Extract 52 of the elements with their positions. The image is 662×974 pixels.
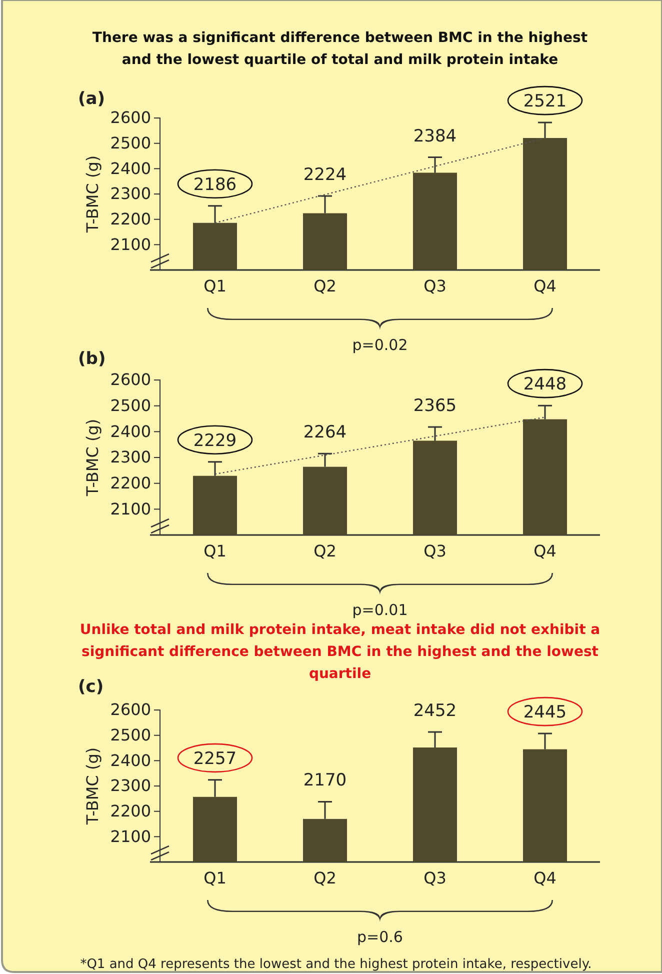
- y-tick-label: 2200: [110, 473, 151, 492]
- x-tick-label: Q2: [314, 541, 336, 560]
- data-label: 2365: [413, 396, 457, 416]
- y-tick-label: 2400: [110, 422, 151, 441]
- x-tick-label: Q3: [424, 868, 446, 888]
- data-label: 2445: [523, 702, 567, 723]
- y-tick-label: 2200: [110, 801, 151, 820]
- data-label: 2229: [193, 430, 237, 451]
- y-tick-label: 2600: [110, 108, 151, 128]
- y-tick-label: 2400: [110, 750, 151, 770]
- text: p=0.01: [352, 601, 408, 619]
- text: p=0.02: [352, 336, 408, 354]
- y-tick-label: 2600: [110, 700, 151, 720]
- y-tick-label: 2300: [110, 448, 151, 467]
- data-label: 2384: [413, 126, 457, 146]
- y-tick-label: 2500: [110, 396, 151, 415]
- x-tick-label: Q1: [204, 541, 226, 560]
- x-tick-label: Q1: [204, 868, 226, 888]
- text: *Q1 and Q4 represents the lowest and the highest protein intake, respectively.: [80, 957, 592, 972]
- y-tick-label: 2300: [110, 184, 151, 204]
- data-label: 2452: [413, 701, 457, 722]
- data-label: 2521: [523, 92, 567, 112]
- text: p=0.6: [357, 928, 403, 946]
- y-axis-title: T-BMC (g): [83, 155, 102, 234]
- y-tick-label: 2500: [110, 725, 151, 744]
- y-tick-label: 2500: [110, 133, 151, 152]
- data-label: 2264: [303, 422, 347, 443]
- x-tick-label: Q2: [314, 276, 336, 296]
- y-tick-label: 2200: [110, 209, 151, 228]
- x-tick-label: Q3: [424, 276, 446, 296]
- y-tick-label: 2300: [110, 776, 151, 796]
- data-label: 2186: [193, 174, 237, 195]
- y-tick-label: 2100: [110, 499, 151, 518]
- y-tick-label: 2400: [110, 158, 151, 178]
- y-axis-title: T-BMC (g): [83, 418, 102, 498]
- data-label: 2224: [303, 165, 347, 186]
- chart-subtitle: (a): [78, 89, 106, 109]
- data-label: 2448: [523, 374, 567, 395]
- y-tick-label: 2100: [110, 826, 151, 846]
- y-axis-title: T-BMC (g): [83, 747, 102, 826]
- chart-subtitle: (b): [78, 349, 106, 369]
- x-tick-label: Q1: [204, 276, 226, 296]
- x-tick-label: Q4: [534, 868, 556, 888]
- data-label: 2170: [303, 770, 347, 791]
- x-tick-label: Q4: [534, 541, 556, 560]
- x-tick-label: Q3: [424, 541, 446, 560]
- x-tick-label: Q4: [534, 276, 556, 296]
- y-tick-label: 2600: [110, 370, 151, 390]
- chart-title: There was a significant difference between BMC in the highest and the lowest quartile of total and milk protein intake: [92, 30, 588, 68]
- x-tick-label: Q2: [314, 868, 336, 888]
- y-tick-label: 2100: [110, 234, 151, 254]
- data-label: 2257: [193, 748, 237, 769]
